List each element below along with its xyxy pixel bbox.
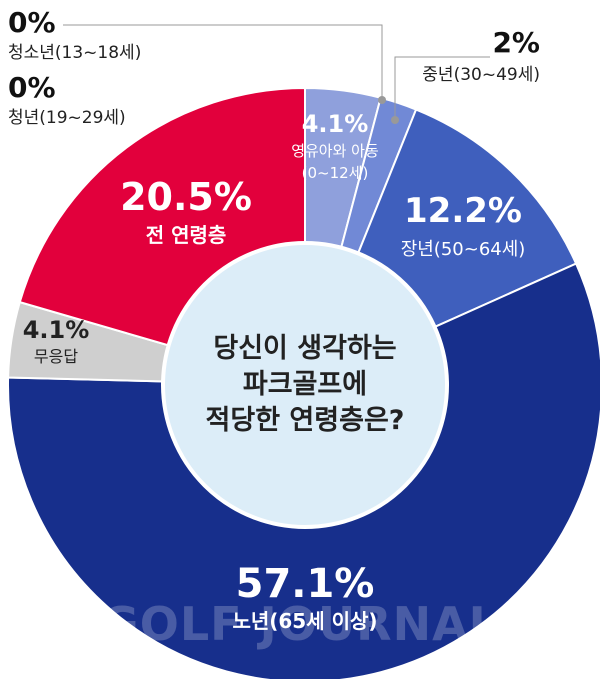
category-label-young-adult: 청년(19~29세)	[8, 108, 126, 128]
value-label-young-adult: 0%	[8, 71, 56, 104]
value-label-middle-age: 2%	[492, 26, 540, 59]
watermark-logo: GOLF JOURNAL	[101, 597, 499, 651]
leader-line-youth	[63, 24, 383, 100]
value-label-child: 4.1%	[302, 110, 369, 138]
category-label-child: 영유아와 아동	[291, 142, 379, 160]
value-label-senior: 57.1%	[236, 561, 375, 607]
leader-dot-youth	[378, 96, 386, 104]
value-label-all-ages: 20.5%	[120, 175, 252, 219]
category-label-all-ages: 전 연령층	[146, 223, 227, 247]
center-title-line-1: 당신이 생각하는	[213, 333, 396, 364]
leader-line-middle-age	[394, 56, 490, 120]
category-label-mature: 장년(50~64세)	[401, 239, 526, 260]
category-label-teen: 청소년(13~18세)	[8, 43, 141, 63]
center-title-line-2: 파크골프에	[243, 369, 367, 400]
category-label-senior: 노년(65세 이상)	[232, 609, 377, 633]
category-sublabel-child: (0~12세)	[302, 164, 369, 182]
center-disc	[161, 241, 449, 529]
category-label-middle-age: 중년(30~49세)	[422, 65, 540, 85]
value-label-mature: 12.2%	[404, 191, 522, 231]
center-title-line-3: 적당한 연령층은?	[206, 405, 405, 436]
value-label-no-answer: 4.1%	[23, 316, 90, 344]
category-label-no-answer: 무응답	[34, 347, 78, 366]
value-label-teen: 0%	[8, 6, 56, 39]
leader-dot-middle-age	[391, 116, 399, 124]
